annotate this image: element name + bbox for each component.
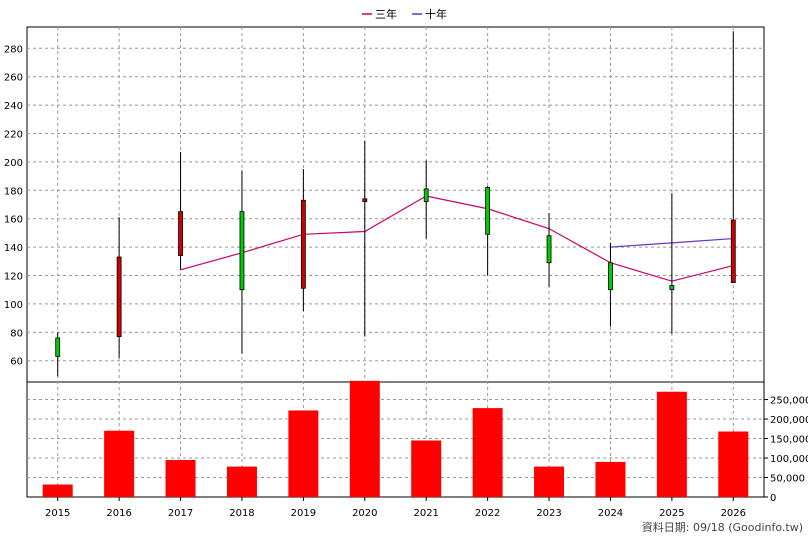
price-panel-frame — [26, 26, 765, 383]
legend-label: 十年 — [425, 7, 447, 21]
candle-body — [730, 219, 736, 283]
volume-bar — [349, 380, 380, 497]
candle-body — [178, 211, 183, 257]
volume-tick-label: 100,000 — [770, 454, 808, 465]
volume-tick-label: 150,000 — [770, 435, 808, 446]
price-tick-label: 120 — [4, 272, 23, 283]
candle-body — [239, 211, 245, 291]
legend-label: 三年 — [375, 7, 397, 21]
price-tick-label: 140 — [4, 243, 23, 254]
price-tick-label: 100 — [4, 300, 23, 311]
grid-lines — [27, 27, 764, 497]
volume-bar — [104, 430, 135, 497]
year-axis: 2015 2016 2017 2018 2019 2020 2021 2022 2023 2024… — [45, 497, 746, 519]
volume-panel-frame — [26, 381, 765, 498]
candle-body — [116, 256, 122, 337]
volume-bar — [472, 408, 503, 497]
year-tick-label: 2017 — [168, 508, 193, 519]
year-tick-label: 2019 — [291, 508, 316, 519]
candle-body — [362, 198, 368, 203]
year-tick-label: 2018 — [229, 508, 254, 519]
price-tick-label: 80 — [10, 328, 23, 339]
price-tick-label: 180 — [4, 186, 23, 197]
volume-bar — [656, 391, 687, 497]
volume-bars — [42, 380, 749, 497]
year-tick-label: 2026 — [721, 508, 746, 519]
volume-axis: 0 50,000 100,000 150,000 200,000 250,000 — [764, 396, 808, 504]
candle-body — [55, 337, 61, 357]
volume-bar — [718, 431, 749, 497]
year-tick-label: 2025 — [659, 508, 684, 519]
volume-tick-label: 200,000 — [770, 415, 808, 426]
year-tick-label: 2020 — [352, 508, 377, 519]
candlesticks — [55, 31, 736, 377]
candle-body — [546, 235, 552, 264]
volume-tick-label: 0 — [770, 493, 776, 504]
year-tick-label: 2016 — [106, 508, 131, 519]
candle-body — [300, 199, 306, 289]
volume-bar — [165, 459, 196, 497]
candle-body — [608, 262, 613, 291]
volume-bar — [411, 440, 442, 497]
year-tick-label: 2024 — [598, 508, 623, 519]
volume-tick-label: 50,000 — [770, 474, 805, 485]
price-tick-label: 280 — [4, 44, 23, 55]
volume-bar — [288, 410, 319, 497]
price-tick-label: 200 — [4, 158, 23, 169]
volume-bar — [534, 466, 565, 497]
volume-bar — [595, 461, 626, 497]
year-tick-label: 2021 — [413, 508, 438, 519]
year-tick-label: 2022 — [475, 508, 500, 519]
series-line-三年 — [180, 195, 734, 282]
year-tick-label: 2023 — [536, 508, 561, 519]
price-tick-label: 60 — [10, 357, 23, 368]
year-tick-label: 2015 — [45, 508, 70, 519]
price-tick-label: 220 — [4, 130, 23, 141]
source-note: 資料日期: 09/18 (Goodinfo.tw) — [642, 520, 803, 534]
candle-body — [669, 285, 675, 291]
price-axis: 60 80 100 120 140 160 180 200 220 240 260 280 — [4, 44, 23, 367]
volume-bar — [42, 484, 73, 497]
average-lines — [180, 195, 734, 282]
price-tick-label: 160 — [4, 215, 23, 226]
price-tick-label: 240 — [4, 101, 23, 112]
candle-body — [423, 188, 429, 203]
candle-body — [485, 187, 491, 235]
volume-tick-label: 250,000 — [770, 396, 808, 407]
legend: 三年 十年 — [362, 7, 447, 21]
price-tick-label: 260 — [4, 73, 23, 84]
volume-bar — [226, 466, 257, 497]
